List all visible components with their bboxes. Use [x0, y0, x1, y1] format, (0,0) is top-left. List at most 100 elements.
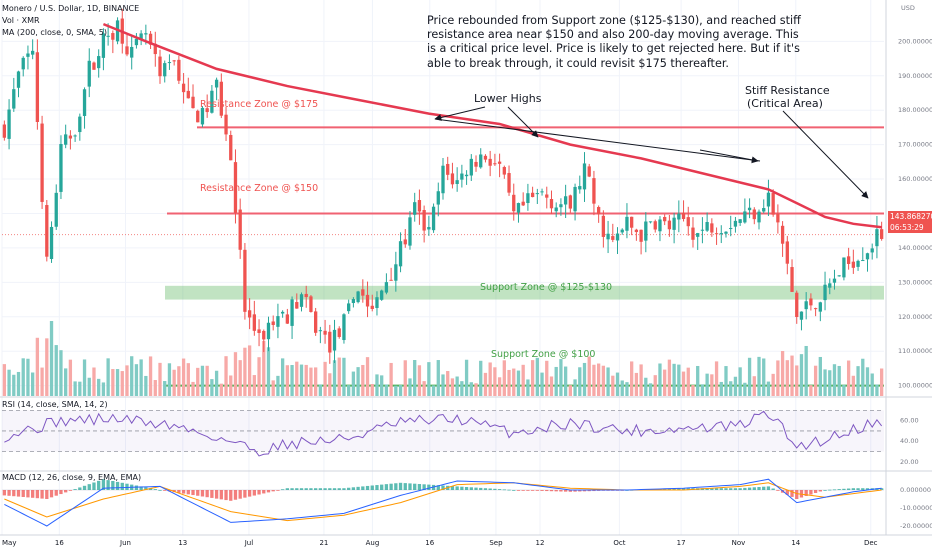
- candle-body: [130, 46, 134, 58]
- candle-body: [87, 60, 91, 87]
- candle-body: [177, 59, 181, 81]
- candle-body: [752, 209, 756, 220]
- candle-body: [493, 163, 497, 165]
- candle-body: [233, 162, 238, 213]
- volume-bar: [87, 377, 91, 396]
- macd-histogram-bar: [280, 489, 285, 491]
- macd-histogram-bar: [752, 487, 756, 490]
- macd-histogram-bar: [64, 490, 68, 493]
- candle-body: [710, 223, 714, 233]
- macd-tick-label: 0.000000: [900, 486, 931, 494]
- macd-histogram-bar: [229, 490, 233, 501]
- candle-body: [252, 314, 256, 331]
- macd-histogram-bar: [549, 490, 554, 492]
- candle-body: [696, 233, 700, 237]
- candle-body: [337, 328, 341, 337]
- candle-body: [823, 284, 827, 301]
- candle-body: [450, 173, 455, 185]
- volume-bar: [431, 385, 436, 396]
- candle-body: [446, 163, 450, 175]
- macd-histogram-bar: [672, 488, 676, 490]
- volume-bar: [82, 359, 87, 396]
- macd-histogram-bar: [309, 488, 313, 490]
- candle-body: [323, 330, 327, 335]
- support-zone-band: [165, 285, 884, 300]
- volume-bar: [356, 367, 360, 396]
- volume-bar: [488, 362, 492, 396]
- candle-body: [153, 43, 157, 55]
- stiff-resistance-label: Stiff Resistance: [745, 84, 830, 97]
- volume-bar: [153, 380, 157, 396]
- volume-bar: [64, 368, 68, 396]
- candle-body: [148, 33, 153, 45]
- candle-body: [497, 161, 502, 164]
- macd-histogram-bar: [87, 484, 91, 490]
- candle-body: [101, 33, 106, 58]
- macd-histogram-bar: [82, 485, 87, 490]
- candle-body: [799, 311, 804, 320]
- macd-histogram-bar: [247, 490, 252, 497]
- time-tick-label: 21: [319, 539, 328, 547]
- volume-bar: [417, 365, 422, 396]
- candle-body: [92, 62, 96, 70]
- candle-body: [436, 191, 440, 205]
- volume-bar: [568, 385, 572, 396]
- macd-histogram-bar: [497, 489, 502, 490]
- volume-bar: [809, 385, 813, 396]
- volume-bar: [49, 321, 54, 396]
- volume-bar: [191, 381, 195, 396]
- macd-histogram-bar: [40, 490, 44, 499]
- volume-bar: [601, 365, 606, 396]
- volume-bar: [365, 357, 370, 396]
- macd-histogram-bar: [832, 489, 837, 491]
- volume-bar: [92, 367, 96, 396]
- candle-body: [587, 166, 591, 177]
- volume-bar: [502, 360, 506, 396]
- price-tick-label: 100.000000: [898, 382, 932, 390]
- macd-tick-label: -20.000000: [900, 522, 932, 530]
- volume-bar: [714, 361, 719, 396]
- volume-bar: [295, 361, 299, 396]
- price-tick-label: 120.000000: [898, 313, 932, 321]
- volume-bar: [318, 384, 323, 396]
- price-tick-label: 130.000000: [898, 278, 932, 286]
- candle-body: [681, 212, 686, 219]
- volume-bar: [276, 375, 280, 396]
- volume-bar: [200, 365, 205, 396]
- macd-pane: [2, 478, 884, 527]
- candle-body: [771, 193, 775, 215]
- candle-body: [431, 206, 436, 231]
- macd-histogram-bar: [163, 490, 167, 491]
- macd-histogram-bar: [441, 485, 445, 490]
- macd-histogram-bar: [342, 488, 346, 490]
- macd-histogram-bar: [243, 490, 247, 498]
- rsi-line: [4, 410, 883, 457]
- macd-histogram-bar: [59, 490, 63, 495]
- volume-bar: [375, 374, 379, 396]
- candle-body: [809, 298, 813, 306]
- candle-body: [40, 123, 44, 202]
- candle-body: [729, 228, 733, 230]
- candle-body: [375, 297, 379, 308]
- candle-body: [45, 205, 49, 257]
- volume-bar: [663, 369, 667, 396]
- candle-body: [257, 329, 261, 333]
- time-tick-label: Sep: [489, 539, 503, 547]
- volume-bar: [696, 365, 700, 396]
- candle-body: [464, 174, 469, 177]
- macd-histogram-bar: [846, 488, 851, 490]
- candle-body: [766, 192, 771, 207]
- volume-bar: [813, 365, 818, 396]
- volume-bar: [26, 358, 30, 396]
- candle-body: [677, 213, 681, 220]
- macd-histogram-bar: [26, 490, 30, 498]
- macd-histogram-bar: [766, 486, 771, 490]
- candle-body: [686, 217, 690, 227]
- volume-bar: [535, 357, 539, 396]
- macd-histogram-bar: [332, 488, 337, 490]
- volume-bar: [73, 381, 77, 396]
- volume-bar: [40, 367, 44, 396]
- volume-bar: [823, 369, 827, 396]
- macd-histogram-bar: [743, 487, 747, 490]
